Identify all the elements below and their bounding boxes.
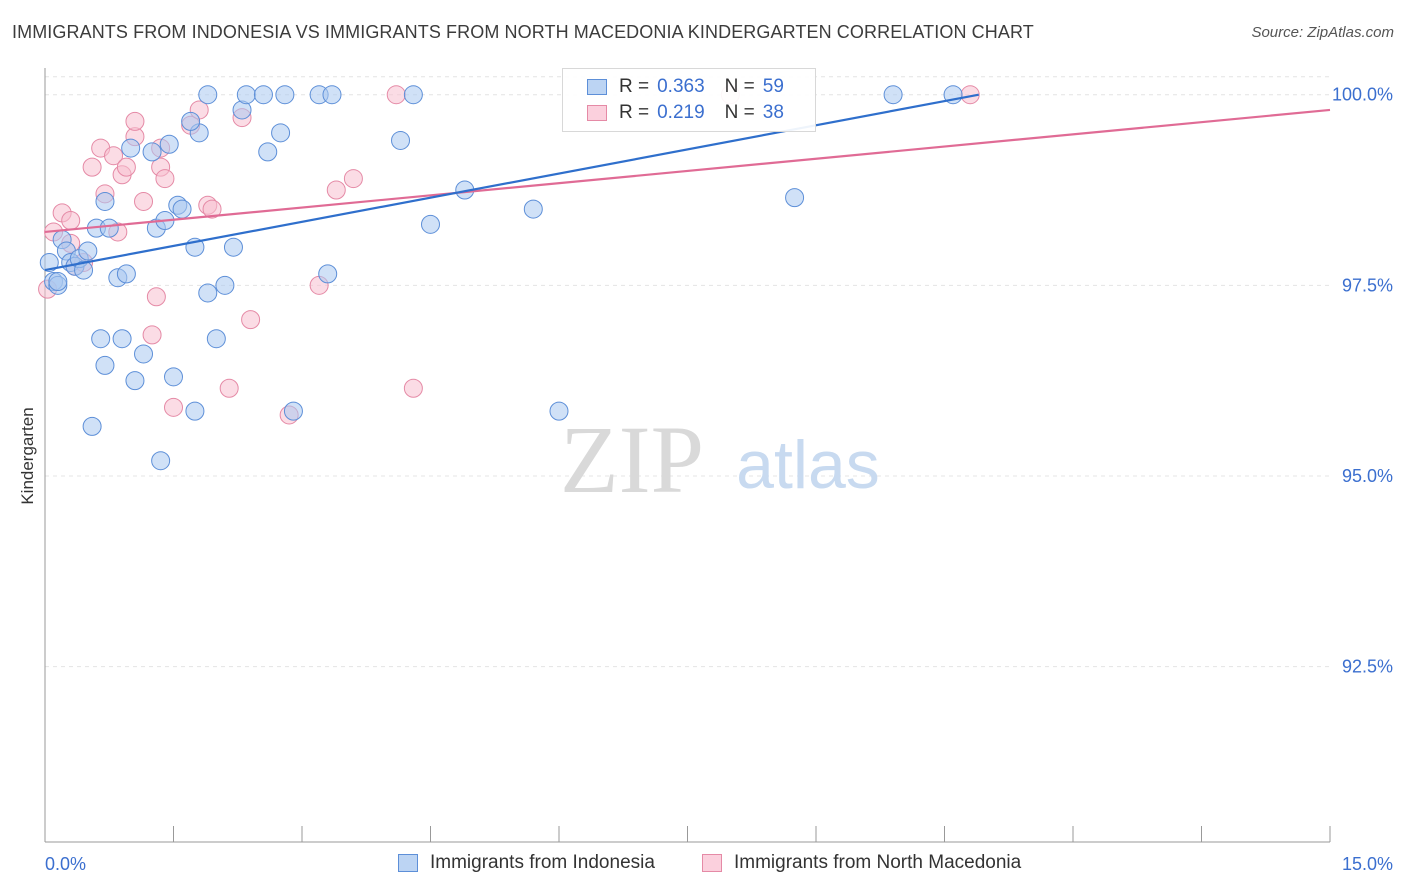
data-point-indonesia — [151, 451, 171, 471]
data-point-macedonia — [386, 85, 406, 105]
data-point-indonesia — [391, 130, 411, 150]
data-point-macedonia — [82, 157, 102, 177]
data-point-macedonia — [343, 169, 363, 189]
legend-r-value: 0.363 — [657, 76, 705, 97]
data-point-macedonia — [326, 180, 346, 200]
data-point-indonesia — [206, 329, 226, 349]
data-point-indonesia — [283, 401, 303, 421]
legend-item-indonesia: Immigrants from Indonesia — [398, 852, 655, 874]
data-point-macedonia — [104, 146, 124, 166]
data-point-macedonia — [241, 310, 261, 330]
series-indonesia-points — [39, 85, 963, 471]
data-point-indonesia — [253, 85, 273, 105]
y-tick-label: 92.5% — [1342, 657, 1393, 677]
data-point-indonesia — [142, 142, 162, 162]
legend-item-macedonia: Immigrants from North Macedonia — [702, 852, 1021, 874]
data-point-macedonia — [134, 191, 154, 211]
legend-swatch-indonesia — [587, 79, 607, 95]
legend-n-value: 38 — [762, 102, 784, 123]
data-point-indonesia — [99, 218, 119, 238]
data-point-indonesia — [95, 191, 115, 211]
data-point-indonesia — [215, 275, 235, 295]
data-point-indonesia — [48, 272, 68, 292]
data-point-indonesia — [164, 367, 183, 387]
series-legend: Immigrants from Indonesia Immigrants fro… — [0, 850, 1406, 878]
watermark-atlas: atlas — [736, 427, 880, 503]
legend-row-macedonia: R = 0.219 N = 38 — [587, 101, 784, 125]
legend-n-label: N = — [724, 76, 755, 97]
data-point-indonesia — [78, 241, 98, 261]
data-point-indonesia — [112, 329, 132, 349]
y-tick-label: 95.0% — [1342, 466, 1393, 486]
data-point-macedonia — [125, 111, 145, 131]
data-point-indonesia — [121, 138, 141, 158]
y-tick-label: 97.5% — [1342, 275, 1393, 295]
trend-lines — [44, 93, 1331, 272]
data-point-indonesia — [421, 214, 440, 234]
data-point-indonesia — [785, 188, 805, 208]
legend-n-label: N = — [724, 102, 755, 123]
data-point-indonesia — [159, 134, 179, 154]
data-point-indonesia — [198, 283, 218, 303]
data-point-macedonia — [146, 287, 166, 307]
data-point-macedonia — [202, 199, 222, 219]
watermark: ZIP atlas — [560, 406, 880, 513]
data-point-indonesia — [172, 199, 192, 219]
legend-swatch-macedonia — [702, 854, 722, 872]
data-point-indonesia — [125, 371, 145, 391]
axes — [44, 68, 1331, 843]
data-point-indonesia — [223, 237, 243, 257]
data-point-indonesia — [39, 252, 59, 272]
data-point-macedonia — [155, 169, 175, 189]
data-point-indonesia — [134, 344, 154, 364]
legend-n-value: 59 — [762, 76, 784, 97]
data-point-macedonia — [403, 378, 423, 398]
source-label: Source: ZipAtlas.com — [1251, 24, 1394, 41]
data-point-indonesia — [181, 111, 201, 131]
watermark-zip: ZIP — [560, 406, 704, 513]
legend-swatch-macedonia — [587, 105, 607, 121]
data-point-indonesia — [116, 264, 136, 284]
trend-line-macedonia — [44, 108, 1331, 234]
data-point-macedonia — [116, 157, 136, 177]
x-tick-label: 15.0% — [1342, 854, 1393, 874]
data-point-indonesia — [95, 355, 115, 375]
data-point-indonesia — [198, 85, 218, 105]
data-point-indonesia — [403, 85, 423, 105]
y-axis-label: Kindergarten — [18, 407, 37, 505]
data-point-indonesia — [271, 123, 291, 143]
data-point-indonesia — [275, 85, 295, 105]
legend-row-indonesia: R = 0.363 N = 59 — [587, 75, 784, 99]
data-point-indonesia — [322, 85, 342, 105]
chart-title: IMMIGRANTS FROM INDONESIA VS IMMIGRANTS … — [12, 22, 1034, 42]
data-point-indonesia — [74, 260, 94, 280]
legend-label-macedonia: Immigrants from North Macedonia — [734, 852, 1022, 873]
x-tick-label: 0.0% — [45, 854, 86, 874]
data-point-macedonia — [164, 397, 183, 417]
data-point-macedonia — [61, 211, 81, 231]
data-point-macedonia — [219, 378, 239, 398]
data-point-indonesia — [523, 199, 543, 219]
data-point-indonesia — [318, 264, 338, 284]
data-point-indonesia — [91, 329, 111, 349]
data-point-indonesia — [549, 401, 569, 421]
legend-r-value: 0.219 — [657, 102, 705, 123]
data-point-macedonia — [142, 325, 162, 345]
tick-labels: 100.0% 97.5% 95.0% 92.5% 0.0% 15.0% — [45, 85, 1393, 874]
correlation-legend: R = 0.363 N = 59 R = 0.219 N = 38 — [562, 68, 816, 132]
legend-r-label: R = — [619, 76, 650, 97]
trend-line-indonesia — [44, 93, 979, 272]
legend-r-label: R = — [619, 102, 650, 123]
legend-label-indonesia: Immigrants from Indonesia — [430, 852, 655, 873]
data-point-indonesia — [82, 416, 102, 436]
data-point-indonesia — [236, 85, 256, 105]
data-point-indonesia — [258, 142, 278, 162]
legend-swatch-indonesia — [398, 854, 418, 872]
grid-lines — [45, 76, 1330, 668]
data-point-indonesia — [883, 85, 903, 105]
data-point-indonesia — [185, 401, 205, 421]
y-tick-label: 100.0% — [1332, 85, 1393, 105]
